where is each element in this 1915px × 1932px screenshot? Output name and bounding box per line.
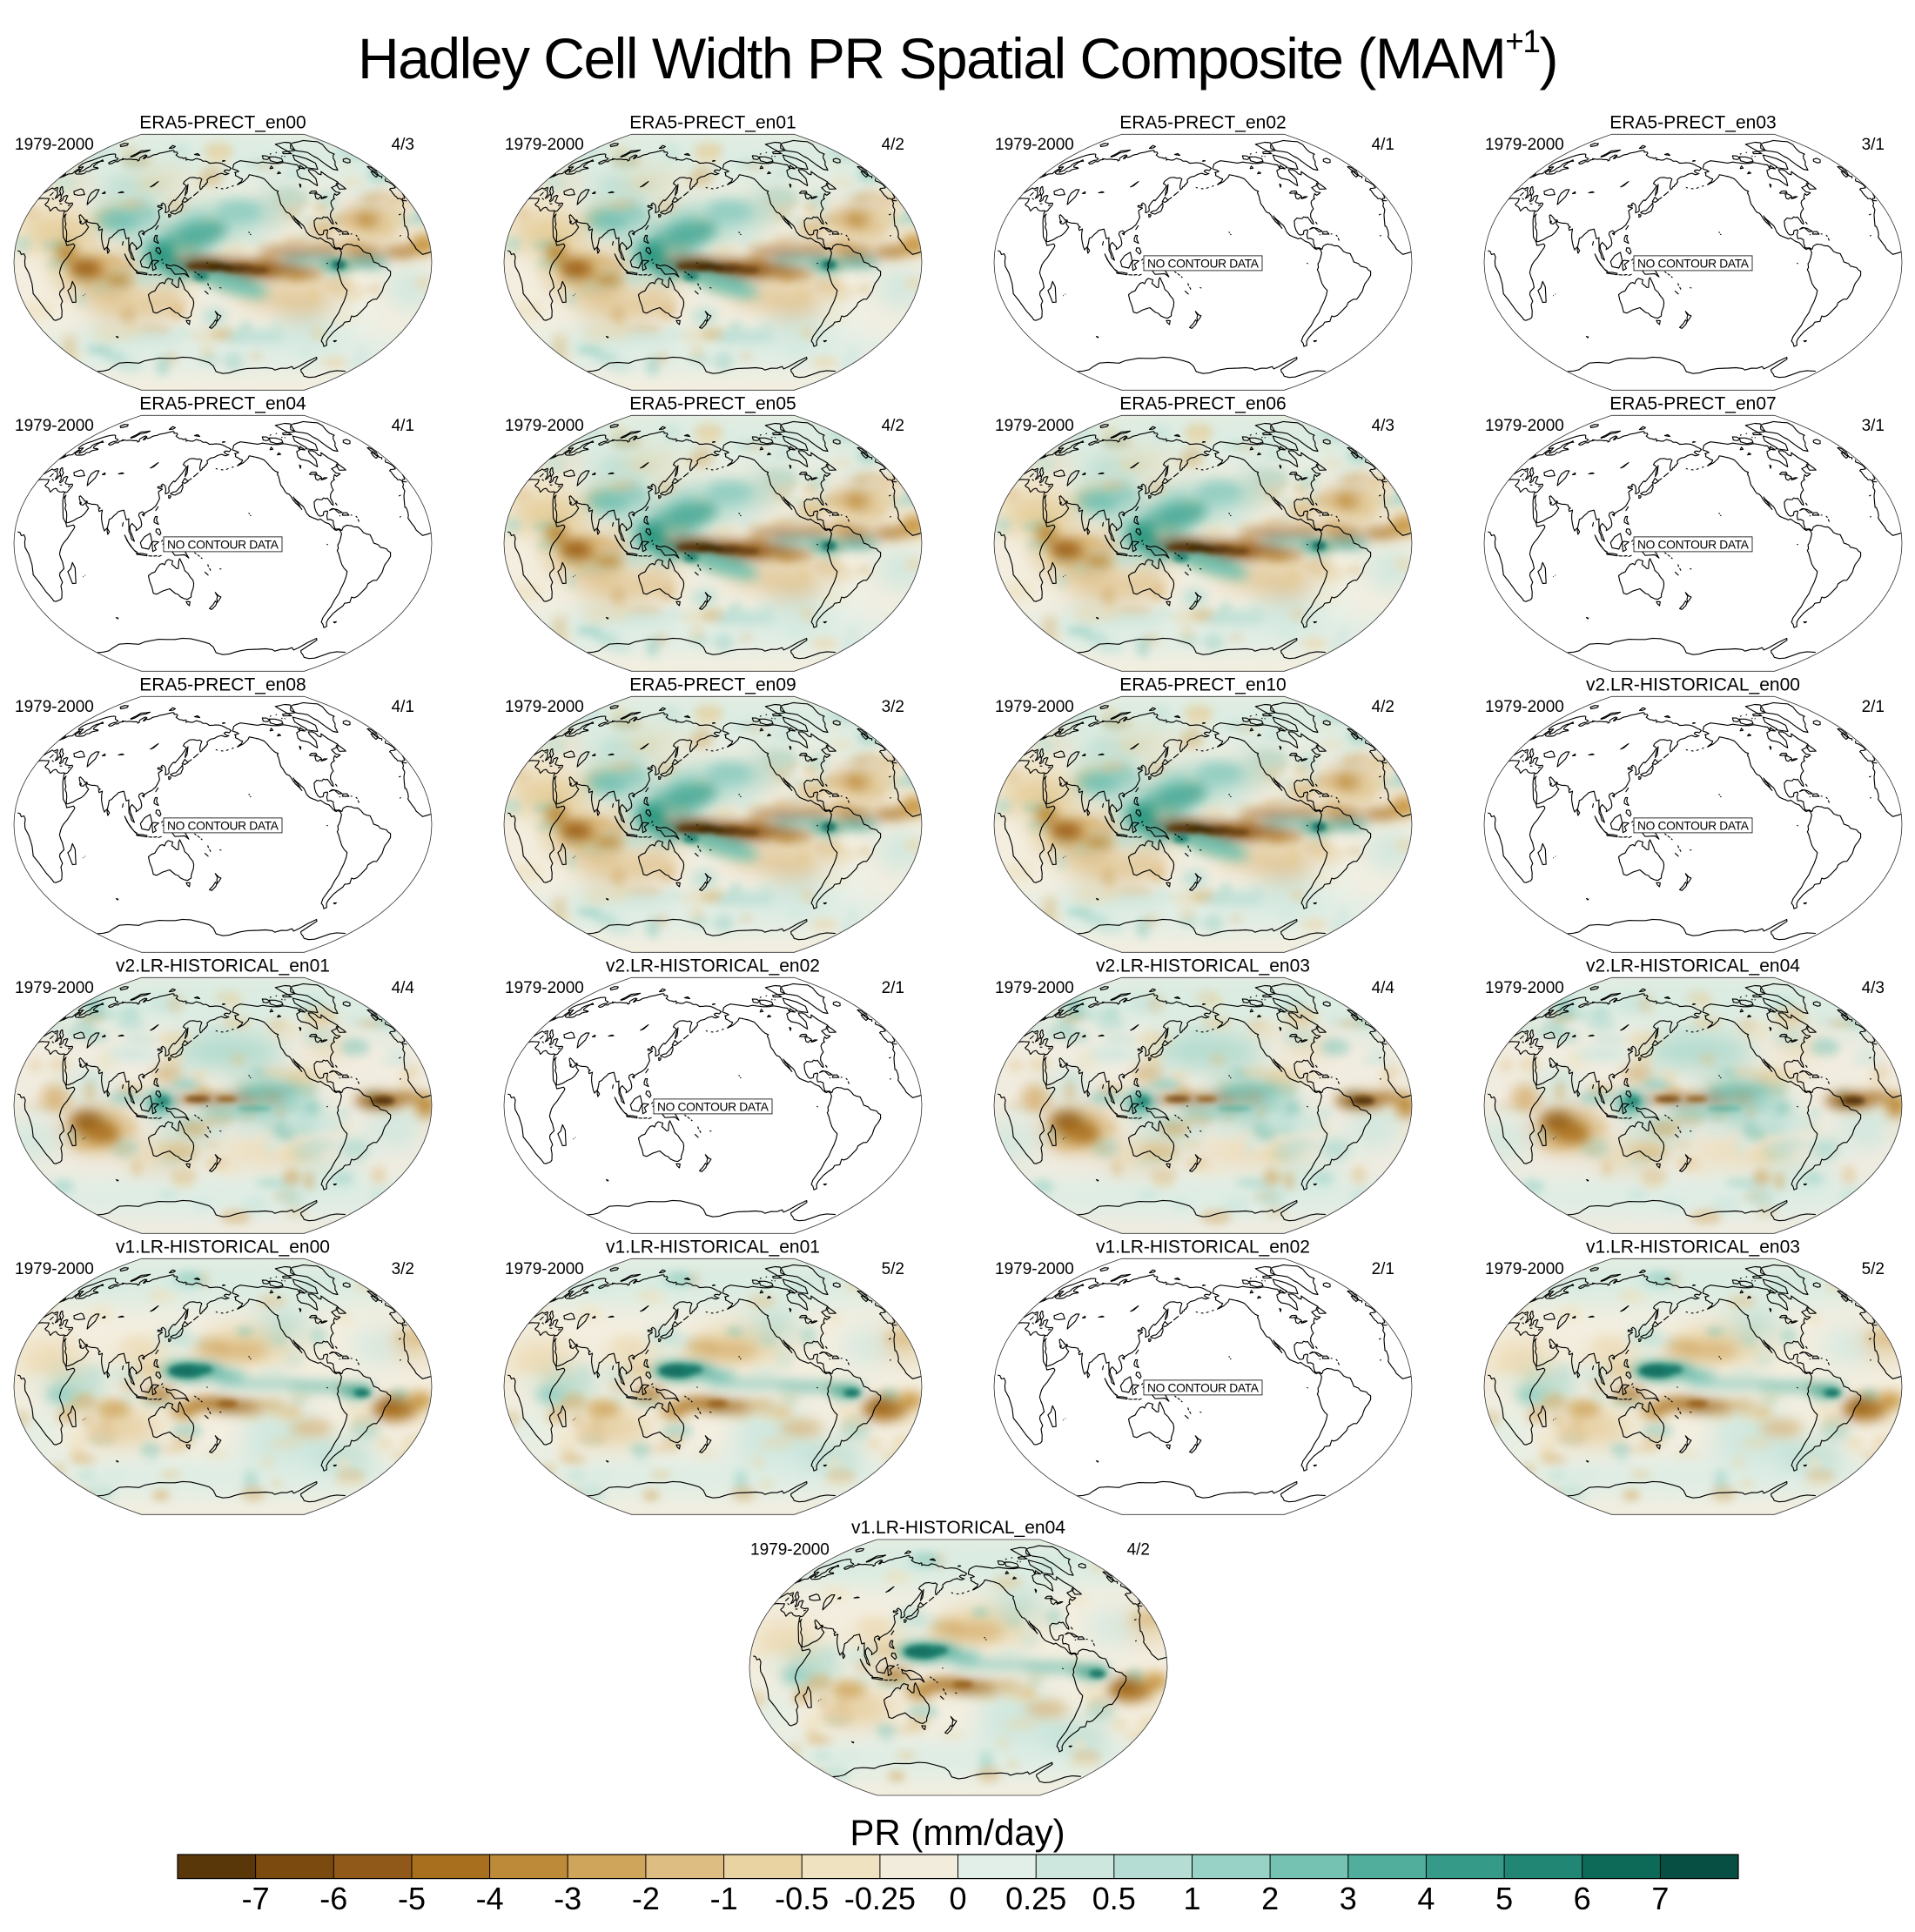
svg-text:1979-2000: 1979-2000 bbox=[15, 417, 94, 435]
svg-text:0.25: 0.25 bbox=[1005, 1881, 1066, 1916]
svg-text:2/1: 2/1 bbox=[1372, 1260, 1394, 1278]
svg-text:3/1: 3/1 bbox=[1862, 136, 1885, 154]
svg-text:ERA5-PRECT_en04: ERA5-PRECT_en04 bbox=[139, 393, 306, 413]
svg-text:1979-2000: 1979-2000 bbox=[505, 1260, 584, 1278]
svg-text:5: 5 bbox=[1495, 1881, 1513, 1916]
svg-text:1979-2000: 1979-2000 bbox=[1485, 417, 1564, 435]
svg-text:5/2: 5/2 bbox=[1862, 1260, 1885, 1278]
svg-text:ERA5-PRECT_en10: ERA5-PRECT_en10 bbox=[1119, 674, 1286, 694]
svg-text:1979-2000: 1979-2000 bbox=[995, 979, 1074, 997]
svg-text:1979-2000: 1979-2000 bbox=[15, 698, 94, 716]
svg-text:1979-2000: 1979-2000 bbox=[995, 417, 1074, 435]
svg-text:NO CONTOUR DATA: NO CONTOUR DATA bbox=[657, 1100, 769, 1113]
svg-text:-4: -4 bbox=[476, 1881, 504, 1916]
svg-text:4: 4 bbox=[1417, 1881, 1435, 1916]
svg-text:4/3: 4/3 bbox=[392, 136, 414, 154]
svg-text:ERA5-PRECT_en05: ERA5-PRECT_en05 bbox=[629, 393, 796, 413]
svg-text:v2.LR-HISTORICAL_en03: v2.LR-HISTORICAL_en03 bbox=[1096, 956, 1310, 976]
svg-text:1979-2000: 1979-2000 bbox=[995, 136, 1074, 154]
svg-text:2: 2 bbox=[1261, 1881, 1279, 1916]
svg-text:NO CONTOUR DATA: NO CONTOUR DATA bbox=[1147, 1381, 1260, 1394]
svg-text:3/1: 3/1 bbox=[1862, 417, 1885, 435]
svg-text:0: 0 bbox=[949, 1881, 966, 1916]
svg-text:Hadley Cell Width PR Spatial C: Hadley Cell Width PR Spatial Composite (… bbox=[358, 23, 1557, 91]
svg-text:-0.5: -0.5 bbox=[775, 1881, 829, 1916]
svg-text:NO CONTOUR DATA: NO CONTOUR DATA bbox=[1147, 257, 1260, 270]
svg-text:NO CONTOUR DATA: NO CONTOUR DATA bbox=[167, 538, 279, 551]
svg-text:1979-2000: 1979-2000 bbox=[1485, 979, 1564, 997]
svg-text:1979-2000: 1979-2000 bbox=[1485, 136, 1564, 154]
svg-text:-2: -2 bbox=[632, 1881, 660, 1916]
svg-text:0.5: 0.5 bbox=[1092, 1881, 1136, 1916]
svg-text:v2.LR-HISTORICAL_en00: v2.LR-HISTORICAL_en00 bbox=[1586, 674, 1800, 694]
svg-text:ERA5-PRECT_en09: ERA5-PRECT_en09 bbox=[629, 674, 796, 694]
svg-text:v1.LR-HISTORICAL_en02: v1.LR-HISTORICAL_en02 bbox=[1096, 1237, 1310, 1257]
svg-text:NO CONTOUR DATA: NO CONTOUR DATA bbox=[167, 819, 279, 832]
svg-text:ERA5-PRECT_en02: ERA5-PRECT_en02 bbox=[1119, 112, 1286, 132]
svg-text:4/2: 4/2 bbox=[1372, 698, 1394, 716]
svg-text:1979-2000: 1979-2000 bbox=[505, 417, 584, 435]
svg-text:-7: -7 bbox=[242, 1881, 270, 1916]
svg-text:ERA5-PRECT_en00: ERA5-PRECT_en00 bbox=[139, 112, 306, 132]
svg-text:1979-2000: 1979-2000 bbox=[1485, 1260, 1564, 1278]
svg-text:ERA5-PRECT_en03: ERA5-PRECT_en03 bbox=[1609, 112, 1776, 132]
svg-text:3/2: 3/2 bbox=[882, 698, 904, 716]
svg-text:1979-2000: 1979-2000 bbox=[995, 698, 1074, 716]
svg-text:4/4: 4/4 bbox=[1372, 979, 1395, 997]
svg-text:6: 6 bbox=[1574, 1881, 1591, 1916]
svg-text:2/1: 2/1 bbox=[882, 979, 904, 997]
svg-text:NO CONTOUR DATA: NO CONTOUR DATA bbox=[1637, 257, 1750, 270]
svg-text:v2.LR-HISTORICAL_en02: v2.LR-HISTORICAL_en02 bbox=[606, 956, 820, 976]
svg-text:NO CONTOUR DATA: NO CONTOUR DATA bbox=[1637, 819, 1750, 832]
svg-text:4/2: 4/2 bbox=[882, 136, 904, 154]
svg-text:3: 3 bbox=[1340, 1881, 1357, 1916]
svg-text:4/1: 4/1 bbox=[392, 698, 414, 716]
svg-text:4/3: 4/3 bbox=[1372, 417, 1394, 435]
svg-text:4/3: 4/3 bbox=[1862, 979, 1885, 997]
svg-text:-5: -5 bbox=[398, 1881, 426, 1916]
svg-text:4/1: 4/1 bbox=[1372, 136, 1394, 154]
svg-text:v1.LR-HISTORICAL_en03: v1.LR-HISTORICAL_en03 bbox=[1586, 1237, 1800, 1257]
svg-text:v2.LR-HISTORICAL_en04: v2.LR-HISTORICAL_en04 bbox=[1586, 956, 1800, 976]
svg-text:1979-2000: 1979-2000 bbox=[505, 136, 584, 154]
svg-text:5/2: 5/2 bbox=[882, 1260, 904, 1278]
svg-text:v1.LR-HISTORICAL_en04: v1.LR-HISTORICAL_en04 bbox=[851, 1518, 1065, 1538]
svg-text:ERA5-PRECT_en01: ERA5-PRECT_en01 bbox=[629, 112, 796, 132]
svg-text:1979-2000: 1979-2000 bbox=[505, 698, 584, 716]
svg-text:ERA5-PRECT_en06: ERA5-PRECT_en06 bbox=[1119, 393, 1286, 413]
svg-text:1979-2000: 1979-2000 bbox=[15, 979, 94, 997]
svg-text:ERA5-PRECT_en07: ERA5-PRECT_en07 bbox=[1609, 393, 1776, 413]
svg-text:2/1: 2/1 bbox=[1862, 698, 1885, 716]
svg-text:-3: -3 bbox=[554, 1881, 581, 1916]
svg-text:1979-2000: 1979-2000 bbox=[15, 1260, 94, 1278]
svg-text:1: 1 bbox=[1183, 1881, 1200, 1916]
svg-text:NO CONTOUR DATA: NO CONTOUR DATA bbox=[1637, 538, 1750, 551]
svg-text:-6: -6 bbox=[319, 1881, 347, 1916]
svg-text:4/4: 4/4 bbox=[392, 979, 415, 997]
svg-text:3/2: 3/2 bbox=[392, 1260, 414, 1278]
svg-text:4/1: 4/1 bbox=[392, 417, 414, 435]
svg-text:v1.LR-HISTORICAL_en01: v1.LR-HISTORICAL_en01 bbox=[606, 1237, 820, 1257]
svg-text:4/2: 4/2 bbox=[1127, 1541, 1150, 1560]
svg-text:ERA5-PRECT_en08: ERA5-PRECT_en08 bbox=[139, 674, 306, 694]
svg-text:-0.25: -0.25 bbox=[844, 1881, 916, 1916]
svg-text:1979-2000: 1979-2000 bbox=[1485, 698, 1564, 716]
svg-text:1979-2000: 1979-2000 bbox=[15, 136, 94, 154]
svg-text:7: 7 bbox=[1651, 1881, 1669, 1916]
svg-text:1979-2000: 1979-2000 bbox=[505, 979, 584, 997]
svg-text:-1: -1 bbox=[710, 1881, 738, 1916]
svg-text:1979-2000: 1979-2000 bbox=[750, 1541, 830, 1560]
svg-text:v2.LR-HISTORICAL_en01: v2.LR-HISTORICAL_en01 bbox=[116, 956, 330, 976]
svg-text:1979-2000: 1979-2000 bbox=[995, 1260, 1074, 1278]
svg-text:4/2: 4/2 bbox=[882, 417, 904, 435]
svg-text:v1.LR-HISTORICAL_en00: v1.LR-HISTORICAL_en00 bbox=[116, 1237, 330, 1257]
svg-text:PR (mm/day): PR (mm/day) bbox=[850, 1812, 1065, 1853]
